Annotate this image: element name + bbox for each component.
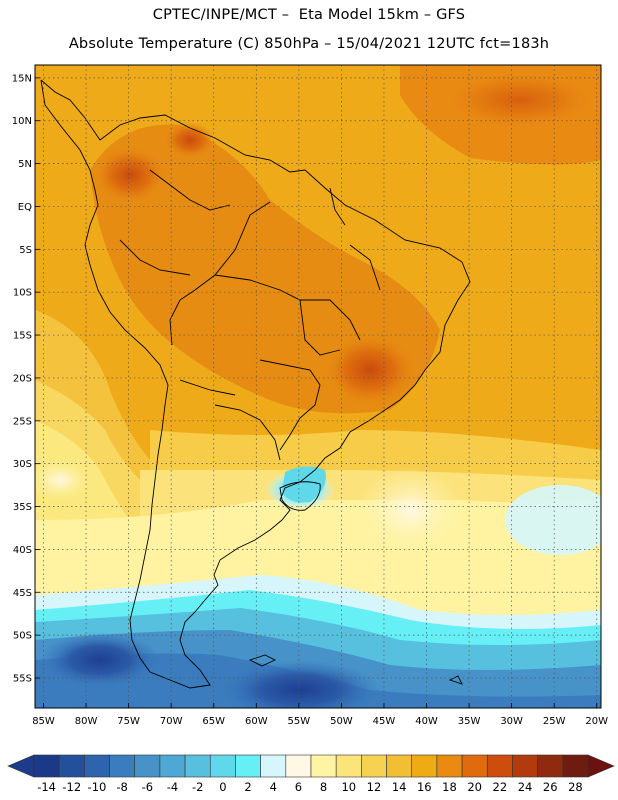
colorbar-swatch (235, 754, 261, 778)
lat-tick-label: 45S (13, 588, 32, 599)
gridlines (35, 65, 601, 708)
colorbar-swatch (58, 754, 85, 778)
colorbar-label: -14 (37, 780, 56, 794)
lon-tick-label: 60W (245, 716, 268, 727)
colorbar-swatch (109, 754, 136, 778)
colorbar-label: 2 (244, 780, 251, 794)
lat-tick-label: 10N (12, 116, 32, 127)
colorbar-swatch (562, 754, 589, 778)
lat-tick-label: 5N (18, 159, 32, 170)
lat-tick-label: 35S (13, 502, 32, 513)
lat-tick-label: 10S (13, 288, 32, 299)
colorbar-swatch (537, 754, 564, 778)
colorbar-low-arrow (7, 754, 35, 778)
lon-tick-label: 70W (160, 716, 183, 727)
lon-tick-label: 40W (415, 716, 438, 727)
colorbar-label: -10 (88, 780, 107, 794)
colorbar-label: 16 (417, 780, 432, 794)
colorbar-swatch (159, 754, 186, 778)
lat-tick-label: 55S (13, 673, 32, 684)
colorbar-label: 6 (295, 780, 302, 794)
lat-tick-label: 15N (12, 73, 32, 84)
longitude-labels: 85W 80W 75W 70W 65W 60W 55W 50W 45W 40W 35W 30W 25W 2… (32, 716, 608, 727)
lon-tick-label: 50W (330, 716, 353, 727)
lat-tick-label: 30S (13, 459, 32, 470)
colorbar-label: 24 (518, 780, 533, 794)
lon-tick-label: 20W (585, 716, 608, 727)
colorbar-swatch (134, 754, 161, 778)
colorbar-label: -2 (192, 780, 203, 794)
lat-tick-label: 40S (13, 545, 32, 556)
colorbar-label: -6 (142, 780, 153, 794)
colorbar-swatch (386, 754, 413, 778)
lat-tick-label: 50S (13, 631, 32, 642)
lon-tick-label: 25W (543, 716, 566, 727)
lat-tick-label: 5S (19, 245, 32, 256)
lon-tick-label: 35W (458, 716, 481, 727)
colorbar: -14 -12 -10 -8 -6 -4 -2 0 2 4 6 8 10 12 14 16 18 20 22 24 26… (7, 754, 615, 794)
lon-tick-label: 55W (288, 716, 311, 727)
chart-subtitle: Absolute Temperature (C) 850hPa – 15/04/… (68, 36, 550, 52)
colorbar-swatch (310, 754, 337, 778)
lon-tick-label: 80W (75, 716, 98, 727)
colorbar-swatch (209, 754, 236, 778)
colorbar-swatch (461, 754, 488, 778)
colorbar-label: 4 (270, 780, 277, 794)
colorbar-swatch (411, 754, 438, 778)
colorbar-swatch (285, 754, 312, 778)
colorbar-swatch (486, 754, 513, 778)
lon-tick-label: 75W (117, 716, 140, 727)
colorbar-swatch (33, 754, 60, 778)
lon-tick-label: 30W (500, 716, 523, 727)
temperature-field (35, 65, 601, 708)
colorbar-swatch (512, 754, 538, 778)
lon-tick-label: 45W (373, 716, 396, 727)
colorbar-swatch (361, 754, 387, 778)
lat-tick-label: 15S (13, 331, 32, 342)
colorbar-label: 22 (493, 780, 508, 794)
colorbar-label: 12 (367, 780, 382, 794)
colorbar-swatch (260, 754, 287, 778)
colorbar-label: 18 (442, 780, 457, 794)
lat-tick-label: 25S (13, 416, 32, 427)
map-frame (34, 64, 602, 709)
colorbar-swatch (84, 754, 110, 778)
colorbar-label: -12 (62, 780, 81, 794)
colorbar-swatch (335, 754, 362, 778)
colorbar-label: -4 (167, 780, 178, 794)
colorbar-label: 10 (341, 780, 356, 794)
lat-tick-label: 20S (13, 373, 32, 384)
colorbar-label: 20 (467, 780, 482, 794)
lat-tick-label: EQ (18, 202, 32, 213)
colorbar-swatch (184, 754, 211, 778)
colorbar-label: 0 (219, 780, 226, 794)
colorbar-high-arrow (587, 754, 615, 778)
latitude-labels: 15N 10N 5N EQ 5S 10S 15S 20S 25S 30S 35S 40S 45S 50S 5… (12, 73, 32, 684)
colorbar-swatch (436, 754, 463, 778)
colorbar-label: 28 (568, 780, 583, 794)
lon-tick-label: 85W (32, 716, 55, 727)
colorbar-label: 14 (392, 780, 407, 794)
colorbar-label: 26 (543, 780, 558, 794)
colorbar-label: 8 (320, 780, 327, 794)
lon-tick-label: 65W (202, 716, 225, 727)
chart-title: CPTEC/INPE/MCT – Eta Model 15km – GFS (152, 7, 466, 23)
colorbar-label: -8 (116, 780, 127, 794)
